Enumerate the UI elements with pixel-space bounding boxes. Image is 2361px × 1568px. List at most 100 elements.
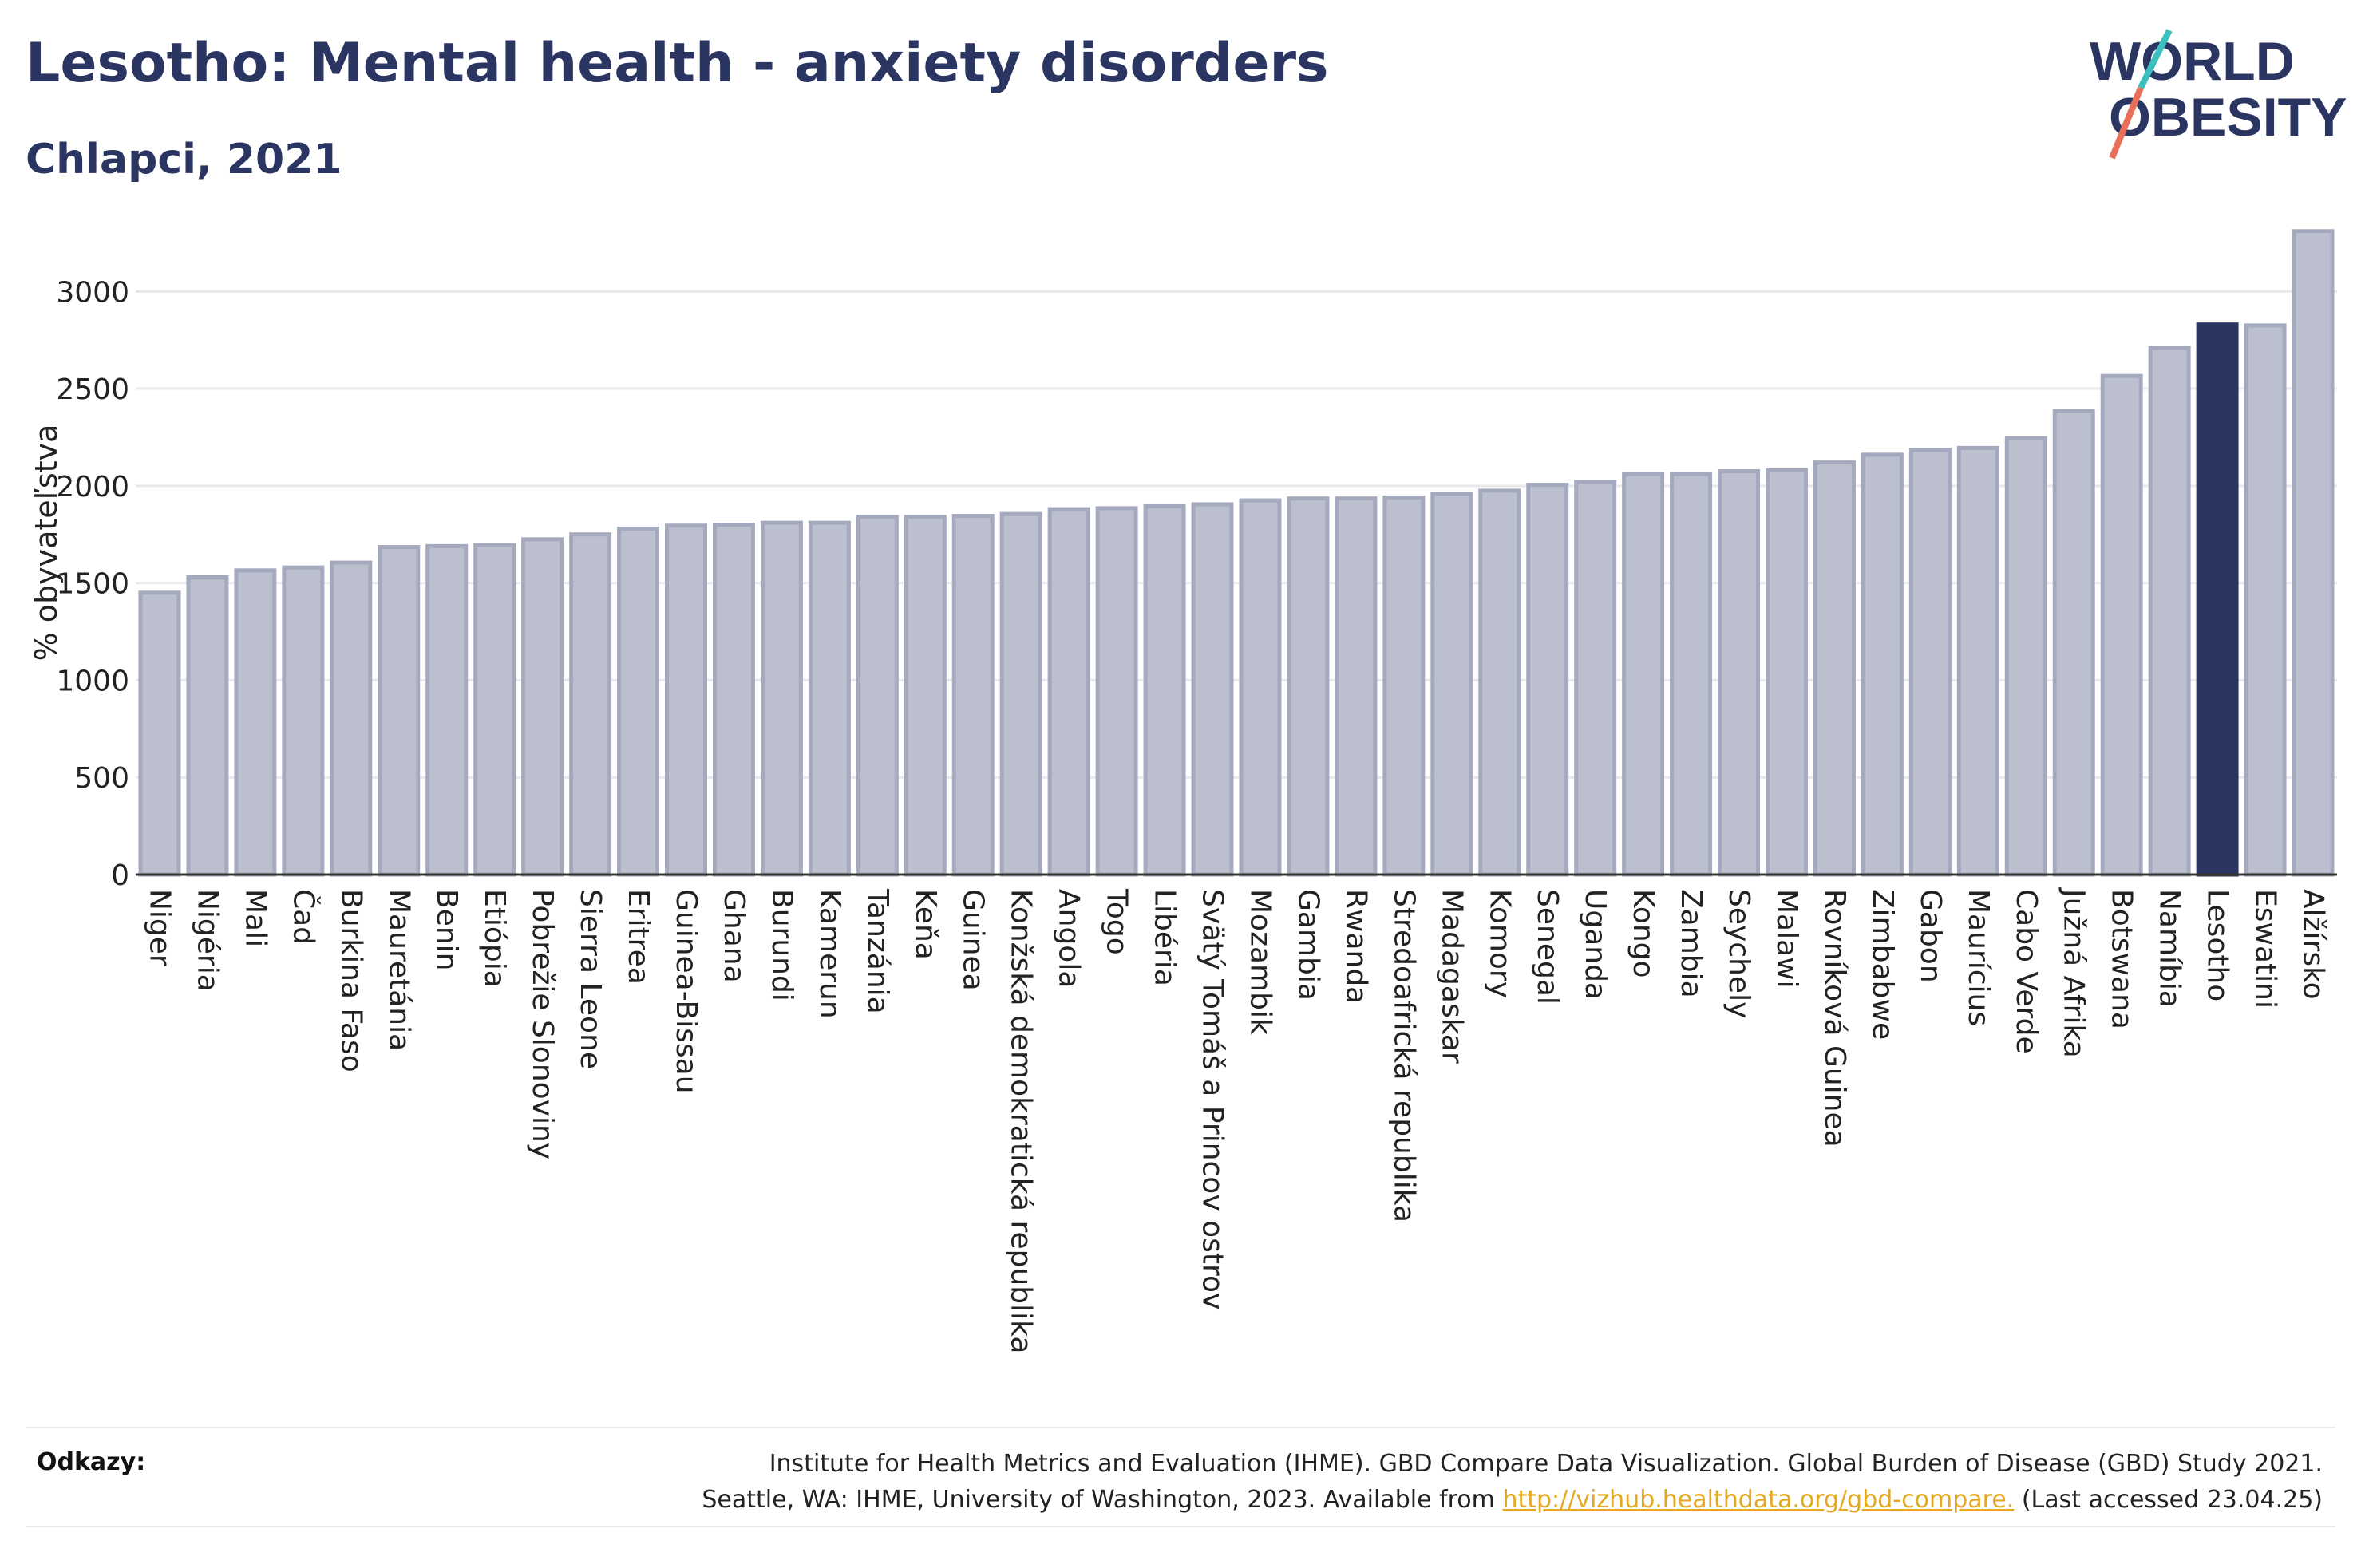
x-tick-label: Niger xyxy=(143,889,176,966)
x-tick-label: Libéria xyxy=(1149,889,1181,986)
bar-Mozambik xyxy=(1239,498,1282,877)
bar-Keňa xyxy=(904,515,947,877)
x-tick-label: Angola xyxy=(1053,889,1086,988)
bar-Mali xyxy=(234,568,277,877)
bar-Čad xyxy=(282,565,325,877)
x-tick-label: Kongo xyxy=(1627,889,1659,978)
bar-Mauretánia xyxy=(378,545,421,877)
x-tick-label: Pobrežie Slonoviny xyxy=(526,889,559,1159)
world-obesity-logo: WORLD OBESITY xyxy=(2090,29,2347,160)
bar-Kamerun xyxy=(808,520,851,877)
bar-Komory xyxy=(1478,488,1521,877)
bar-Togo xyxy=(1095,506,1138,877)
bar-Uganda xyxy=(1574,480,1617,877)
bar-Eswatini xyxy=(2244,323,2287,877)
chart-title: Lesotho: Mental health - anxiety disorde… xyxy=(26,32,1329,95)
bar-Sierra Leone xyxy=(569,532,612,877)
bar-Svätý Tomáš a Princov ostrov xyxy=(1191,502,1234,877)
x-tick-label: Burkina Faso xyxy=(334,889,367,1072)
bar-Madagaskar xyxy=(1430,492,1473,877)
x-tick-label: Maurícius xyxy=(1962,889,1995,1026)
x-tick-label: Čad xyxy=(287,889,320,945)
x-tick-label: Eswatini xyxy=(2249,889,2282,1009)
x-tick-label: Benin xyxy=(430,889,463,970)
x-tick-label: Namíbia xyxy=(2153,889,2186,1008)
x-tick-label: Komory xyxy=(1483,889,1516,998)
references-line-2-prefix: Seattle, WA: IHME, University of Washing… xyxy=(702,1486,1495,1514)
bar-Tanzánia xyxy=(856,515,899,877)
references-line-2-suffix: (Last accessed 23.04.25) xyxy=(2021,1486,2323,1514)
bar-Eritrea xyxy=(617,526,660,877)
x-tick-label: Guinea xyxy=(957,889,990,991)
references-text: Institute for Health Metrics and Evaluat… xyxy=(327,1446,2323,1518)
x-tick-label: Gabon xyxy=(1914,889,1947,983)
y-tick-label: 2500 xyxy=(56,373,129,406)
bar-Benin xyxy=(425,543,469,877)
bar-chart: 0 500 1000 1500 2000 2500 3000 Niger Nigéria Mali… xyxy=(56,229,2337,1353)
x-tick-label: Ghana xyxy=(718,889,750,983)
bar-Cabo Verde xyxy=(2004,436,2047,877)
bar-Ghana xyxy=(712,523,755,877)
bar-Senegal xyxy=(1526,483,1569,877)
x-tick-label: Stredoafrická republika xyxy=(1387,889,1420,1222)
bar-Pobrežie Slonoviny xyxy=(521,537,564,877)
x-tick-label: Keňa xyxy=(909,889,942,960)
bar-Angola xyxy=(1047,507,1090,877)
bar-Burkina Faso xyxy=(330,560,373,877)
logo-text-world: WORLD xyxy=(2090,31,2295,92)
bar-Stredoafrická republika xyxy=(1382,495,1426,877)
bar-Guinea-Bissau xyxy=(665,523,707,877)
logo-text-obesity: OBESITY xyxy=(2109,87,2347,148)
x-tick-label: Cabo Verde xyxy=(2010,889,2043,1054)
references-top-rule xyxy=(26,1427,2335,1428)
bar-Namíbia xyxy=(2148,346,2191,877)
x-tick-label: Seychely xyxy=(1722,889,1755,1018)
x-tick-label: Rovníková Guinea xyxy=(1818,889,1851,1147)
y-tick-label: 0 xyxy=(111,859,129,892)
references-label: Odkazy: xyxy=(37,1448,146,1476)
bar-Maurícius xyxy=(1956,445,1999,877)
logo-slash-coral xyxy=(2109,86,2144,160)
x-tick-label: Konžská demokratická republika xyxy=(1005,889,1038,1353)
bar-Seychely xyxy=(1718,469,1761,877)
y-tick-label: 500 xyxy=(74,762,129,795)
x-tick-label: Mali xyxy=(239,889,271,947)
x-tick-label: Lesotho xyxy=(2201,889,2234,1001)
x-tick-label: Svätý Tomáš a Princov ostrov xyxy=(1196,889,1229,1309)
references-link[interactable]: http://vizhub.healthdata.org/gbd-compare… xyxy=(1502,1486,2015,1514)
bar-Kongo xyxy=(1622,472,1665,877)
x-tick-label: Rwanda xyxy=(1339,889,1372,1004)
bar-Rwanda xyxy=(1335,496,1378,877)
x-tick-label: Južná Afrika xyxy=(2058,887,2090,1058)
bar-Alžírsko xyxy=(2292,229,2335,877)
x-tick-label: Kamerun xyxy=(813,889,846,1019)
bar-Niger xyxy=(138,590,181,877)
x-tick-label: Gambia xyxy=(1291,889,1324,1001)
bar-Lesotho xyxy=(2196,322,2239,877)
y-tick-label: 1000 xyxy=(56,665,129,697)
x-tick-label: Malawi xyxy=(1770,889,1803,989)
bar-Konžská demokratická republika xyxy=(999,511,1042,877)
bar-Gabon xyxy=(1908,448,1952,877)
bar-Libéria xyxy=(1143,504,1186,877)
x-tick-label: Guinea-Bissau xyxy=(670,889,702,1094)
x-tick-label: Botswana xyxy=(2106,889,2138,1029)
bar-Malawi xyxy=(1766,468,1808,877)
chart-subtitle: Chlapci, 2021 xyxy=(26,136,342,184)
x-tick-label: Alžírsko xyxy=(2297,889,2330,1000)
x-tick-label: Madagaskar xyxy=(1435,889,1468,1064)
bar-Nigéria xyxy=(186,575,229,877)
bar-Rovníková Guinea xyxy=(1813,460,1856,877)
bar-Južná Afrika xyxy=(2052,409,2095,877)
references-line-2: Seattle, WA: IHME, University of Washing… xyxy=(327,1482,2323,1518)
x-tick-label: Zambia xyxy=(1675,889,1707,998)
x-tick-label: Mozambik xyxy=(1244,889,1276,1035)
bar-Guinea xyxy=(951,514,995,877)
x-tick-label: Burundi xyxy=(765,889,798,1001)
y-tick-label: 1500 xyxy=(56,568,129,601)
x-tick-label: Uganda xyxy=(1579,889,1612,1000)
y-tick-label: 2000 xyxy=(56,471,129,504)
x-tick-label: Zimbabwe xyxy=(1866,889,1899,1040)
bar-Gambia xyxy=(1287,496,1330,877)
references-bottom-rule xyxy=(26,1526,2335,1527)
